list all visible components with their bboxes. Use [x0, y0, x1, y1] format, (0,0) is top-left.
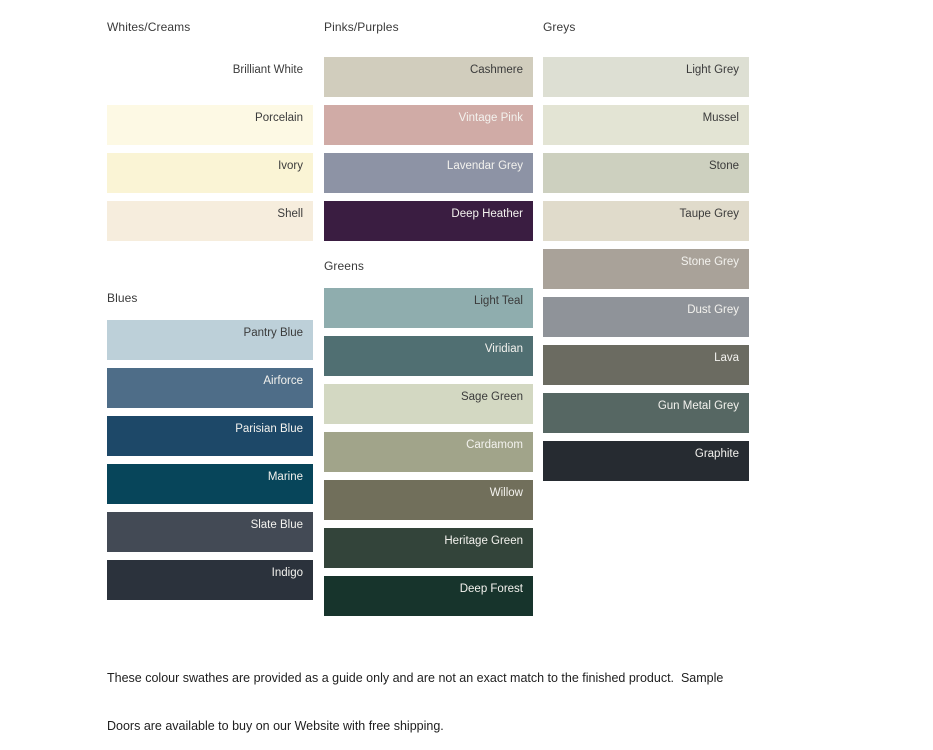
swatch-label: Dust Grey [687, 304, 739, 316]
swatch-graphite: Graphite [543, 441, 749, 481]
swatch-indigo: Indigo [107, 560, 313, 600]
swatch-heritage-green: Heritage Green [324, 528, 533, 568]
swatch-label: Viridian [484, 343, 523, 355]
swatch-label: Graphite [694, 448, 739, 460]
disclaimer-text: These colour swathes are provided as a g… [107, 638, 777, 750]
swatch-label: Willow [489, 487, 523, 499]
swatch-label: Brilliant White [232, 64, 303, 76]
swatch-stone: Stone [543, 153, 749, 193]
swatch-parisian-blue: Parisian Blue [107, 416, 313, 456]
group-header-pinks-purples: Pinks/Purples [324, 20, 399, 34]
swatch-label: Indigo [271, 567, 303, 579]
swatch-label: Marine [267, 471, 303, 483]
column-whites-blues: Whites/Creams Brilliant White Porcelain Ivo… [107, 20, 313, 608]
swatch-label: Light Teal [473, 295, 523, 307]
swatch-label: Vintage Pink [458, 112, 523, 124]
swatch-taupe-grey: Taupe Grey [543, 201, 749, 241]
group-header-greys: Greys [543, 20, 576, 34]
swatch-cashmere: Cashmere [324, 57, 533, 97]
disclaimer-line-2: Doors are available to buy on our Websit… [107, 719, 444, 733]
swatch-brilliant-white: Brilliant White [107, 57, 313, 97]
swatch-label: Deep Forest [459, 583, 523, 595]
swatch-label: Mussel [702, 112, 739, 124]
swatch-lavendar-grey: Lavendar Grey [324, 153, 533, 193]
swatch-dust-grey: Dust Grey [543, 297, 749, 337]
swatch-label: Sage Green [460, 391, 523, 403]
swatch-stone-grey: Stone Grey [543, 249, 749, 289]
swatch-label: Pantry Blue [243, 327, 303, 339]
group-header-whites-creams: Whites/Creams [107, 20, 191, 34]
swatch-slate-blue: Slate Blue [107, 512, 313, 552]
swatch-marine: Marine [107, 464, 313, 504]
group-header-blues: Blues [107, 291, 138, 305]
swatch-label: Light Grey [685, 64, 739, 76]
swatch-label: Airforce [263, 375, 303, 387]
swatch-viridian: Viridian [324, 336, 533, 376]
disclaimer-line-1: These colour swathes are provided as a g… [107, 671, 724, 685]
swatch-label: Stone [708, 160, 739, 172]
swatch-shell: Shell [107, 201, 313, 241]
swatch-light-grey: Light Grey [543, 57, 749, 97]
swatch-gun-metal-grey: Gun Metal Grey [543, 393, 749, 433]
swatch-porcelain: Porcelain [107, 105, 313, 145]
swatch-willow: Willow [324, 480, 533, 520]
swatch-label: Porcelain [255, 112, 303, 124]
swatch-deep-heather: Deep Heather [324, 201, 533, 241]
swatch-label: Ivory [278, 160, 303, 172]
swatch-label: Slate Blue [250, 519, 303, 531]
swatch-lava: Lava [543, 345, 749, 385]
swatch-airforce: Airforce [107, 368, 313, 408]
swatch-label: Gun Metal Grey [657, 400, 739, 412]
swatch-light-teal: Light Teal [324, 288, 533, 328]
swatch-deep-forest: Deep Forest [324, 576, 533, 616]
swatch-ivory: Ivory [107, 153, 313, 193]
swatch-label: Lava [714, 352, 739, 364]
swatch-sage-green: Sage Green [324, 384, 533, 424]
swatch-label: Shell [277, 208, 303, 220]
swatch-cardamom: Cardamom [324, 432, 533, 472]
swatch-vintage-pink: Vintage Pink [324, 105, 533, 145]
swatch-label: Heritage Green [444, 535, 523, 547]
swatch-label: Lavendar Grey [446, 160, 523, 172]
swatch-label: Cardamom [466, 439, 523, 451]
swatch-label: Parisian Blue [235, 423, 303, 435]
swatch-label: Stone Grey [680, 256, 739, 268]
swatch-label: Cashmere [469, 64, 523, 76]
column-pinks-greens: Pinks/Purples Cashmere Vintage Pink Lavenda… [324, 20, 533, 624]
swatch-label: Deep Heather [451, 208, 523, 220]
column-greys: Greys Light Grey Mussel Stone Taupe Grey Ston… [543, 20, 749, 489]
swatch-label: Taupe Grey [679, 208, 739, 220]
group-header-greens: Greens [324, 259, 364, 273]
swatch-mussel: Mussel [543, 105, 749, 145]
swatch-pantry-blue: Pantry Blue [107, 320, 313, 360]
